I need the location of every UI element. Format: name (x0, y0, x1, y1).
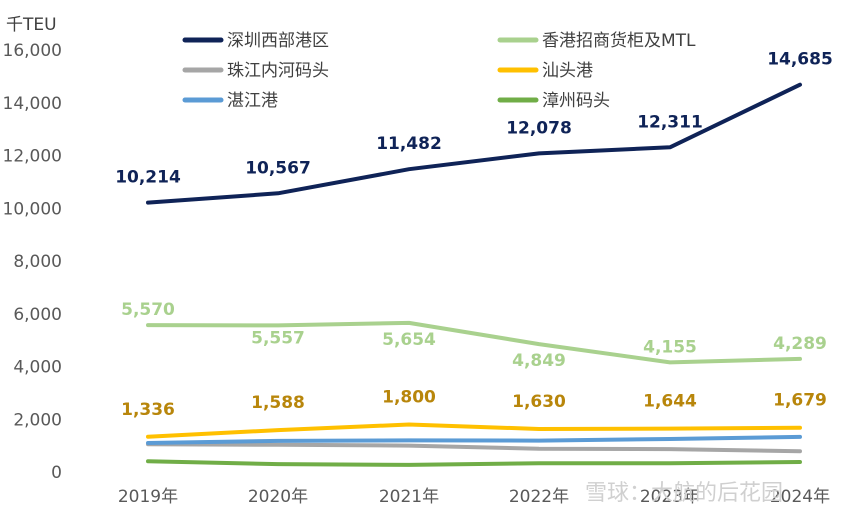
y-tick-label: 14,000 (3, 94, 62, 114)
y-tick-label: 4,000 (13, 358, 62, 378)
data-label: 1,630 (512, 392, 566, 412)
legend-label: 香港招商货柜及MTL (542, 31, 696, 51)
data-label: 5,570 (121, 300, 175, 320)
data-label: 1,679 (773, 391, 827, 411)
data-label: 1,336 (121, 400, 175, 420)
y-tick-label: 12,000 (3, 147, 62, 167)
data-label: 14,685 (767, 50, 833, 70)
x-tick-label: 2024年 (770, 487, 830, 507)
data-label: 12,078 (506, 118, 572, 138)
data-label: 1,588 (251, 393, 305, 413)
series-line-2 (146, 442, 802, 454)
series-line-0 (146, 82, 802, 205)
data-label: 12,311 (637, 112, 703, 132)
y-axis-ticks: 0 2,000 4,000 6,000 8,000 10,000 12,000 14,000 1… (3, 41, 62, 483)
data-label: 4,289 (773, 334, 827, 354)
y-tick-label: 2,000 (13, 410, 62, 430)
series-line-4 (146, 434, 802, 445)
x-tick-label: 2020年 (248, 487, 308, 507)
data-label: 4,155 (643, 337, 697, 357)
y-tick-label: 16,000 (3, 41, 62, 61)
x-tick-label: 2023年 (640, 487, 700, 507)
legend-label: 漳州码头 (542, 91, 610, 111)
data-label: 1,644 (643, 392, 697, 412)
legend-label: 珠江内河码头 (227, 61, 329, 81)
data-label: 5,557 (251, 328, 305, 348)
y-tick-label: 0 (51, 463, 62, 483)
legend-label: 汕头港 (542, 61, 593, 81)
legend-label: 湛江港 (227, 91, 278, 111)
y-tick-label: 10,000 (3, 199, 62, 219)
series-line-3 (146, 422, 802, 439)
y-tick-label: 8,000 (13, 252, 62, 272)
x-tick-label: 2021年 (379, 487, 439, 507)
data-label: 10,214 (115, 168, 181, 188)
data-label: 10,567 (245, 158, 311, 178)
y-tick-label: 6,000 (13, 305, 62, 325)
data-label: 1,800 (382, 388, 436, 408)
y-axis-unit-label: 千TEU (6, 15, 57, 35)
x-tick-label: 2019年 (118, 487, 178, 507)
series-line-5 (146, 459, 802, 467)
data-label: 5,654 (382, 330, 436, 350)
series-line-1 (146, 320, 802, 365)
x-axis-ticks: 2019年 2020年 2021年 2022年 2023年 2024年 (118, 487, 830, 507)
data-label: 4,849 (512, 351, 566, 371)
data-labels: 10,214 10,567 11,482 12,078 12,311 14,685 5,57… (115, 50, 833, 420)
x-tick-label: 2022年 (509, 487, 569, 507)
watermark: 雪球：大航的后花园 (585, 481, 783, 506)
legend-label: 深圳西部港区 (227, 31, 329, 51)
data-label: 11,482 (376, 134, 442, 154)
series-lines (146, 82, 802, 467)
